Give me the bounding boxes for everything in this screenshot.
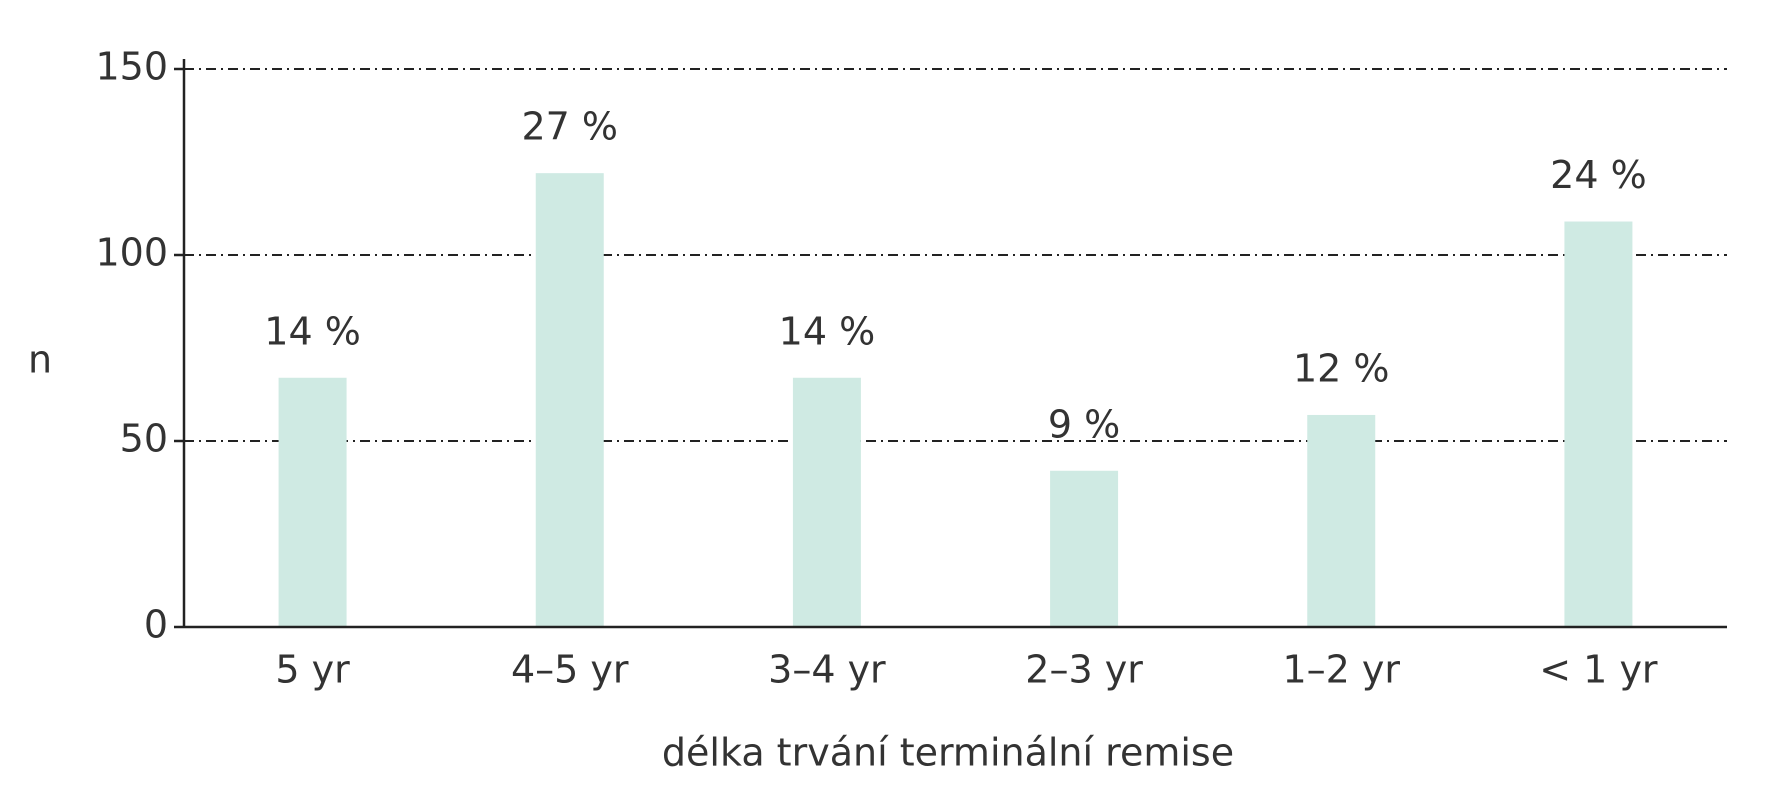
bar (278, 377, 347, 627)
y-axis-label: n (28, 338, 52, 382)
bar (535, 173, 604, 627)
x-tick-label: 4–5 yr (511, 648, 629, 692)
bar (1050, 470, 1119, 627)
bar (1564, 221, 1633, 627)
x-axis-label: délka trvání terminální remise (662, 731, 1234, 775)
x-tick-label: 5 yr (275, 648, 350, 692)
bar (1307, 414, 1376, 627)
percent-label: 12 % (1293, 346, 1390, 390)
y-tick-label: 150 (95, 45, 168, 89)
y-tick-label: 50 (120, 417, 168, 461)
percent-label: 24 % (1550, 153, 1647, 197)
x-tick-label: < 1 yr (1539, 648, 1658, 692)
y-tick-label: 100 (95, 231, 168, 275)
x-tick-label: 1–2 yr (1282, 648, 1400, 692)
percent-label: 14 % (264, 309, 361, 353)
bar (792, 377, 861, 627)
x-tick-label: 2–3 yr (1025, 648, 1143, 692)
y-tick-label: 0 (144, 603, 168, 647)
percent-label: 14 % (779, 309, 876, 353)
x-tick-label: 3–4 yr (768, 648, 886, 692)
percent-label: 9 % (1048, 402, 1120, 446)
percent-label: 27 % (521, 105, 618, 149)
